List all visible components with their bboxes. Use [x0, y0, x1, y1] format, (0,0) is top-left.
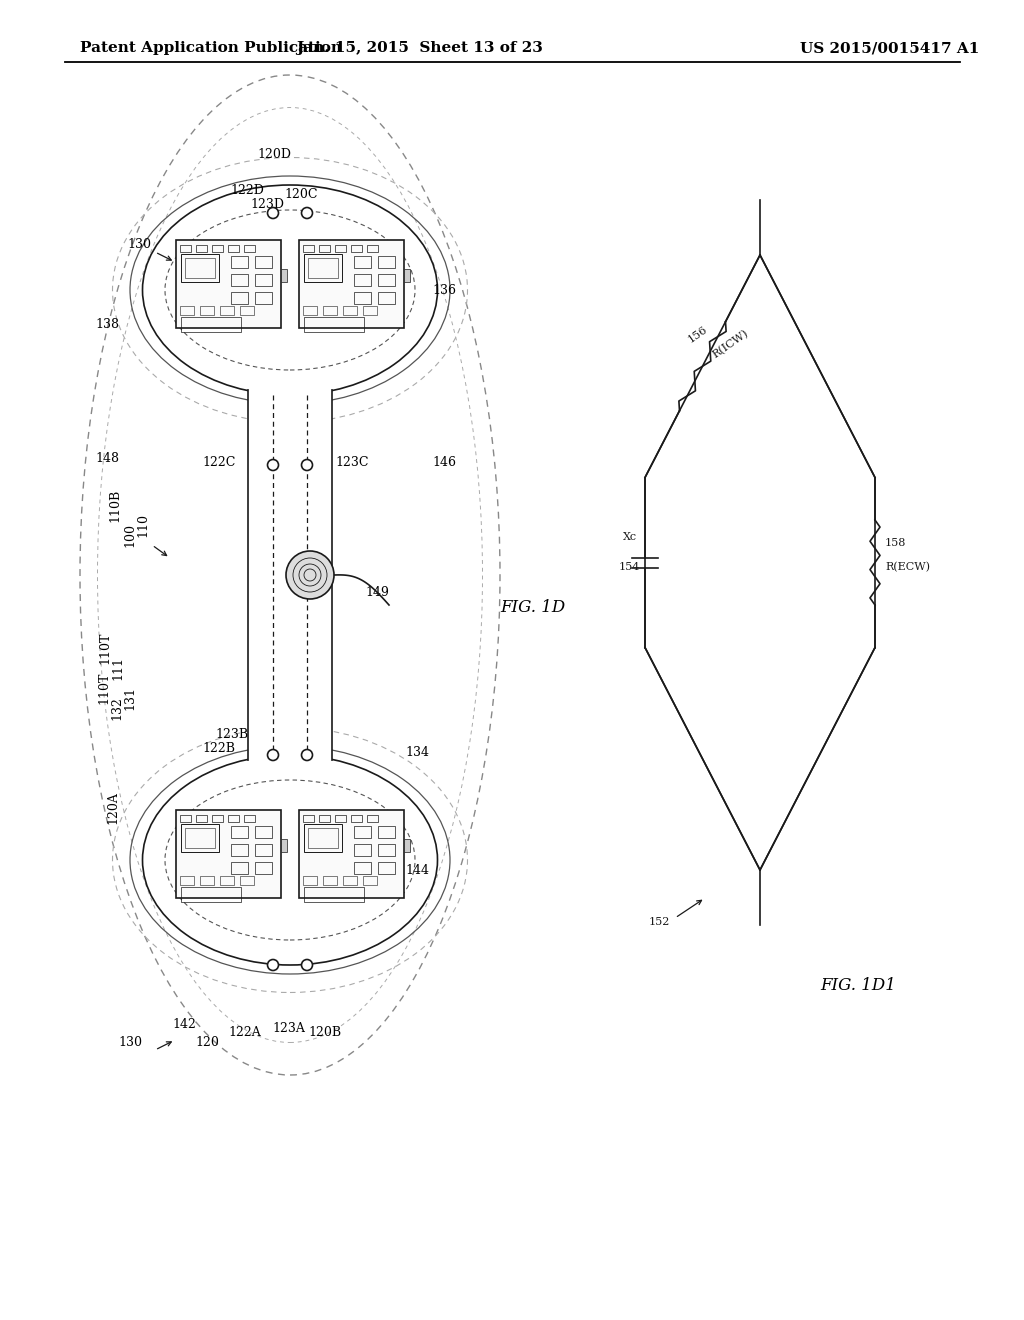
FancyBboxPatch shape: [299, 810, 404, 898]
Circle shape: [301, 960, 312, 970]
Text: 120A: 120A: [106, 792, 120, 825]
Text: 123D: 123D: [250, 198, 284, 211]
Text: 149: 149: [365, 586, 389, 598]
FancyBboxPatch shape: [176, 240, 281, 327]
Text: 110T: 110T: [98, 632, 112, 664]
Circle shape: [301, 459, 312, 470]
Text: FIG. 1D: FIG. 1D: [500, 599, 565, 616]
Text: Patent Application Publication: Patent Application Publication: [80, 41, 342, 55]
Text: US 2015/0015417 A1: US 2015/0015417 A1: [801, 41, 980, 55]
Text: 144: 144: [406, 863, 429, 876]
Circle shape: [301, 207, 312, 219]
Text: 122D: 122D: [230, 183, 264, 197]
Text: 100: 100: [124, 523, 136, 546]
Text: 138: 138: [95, 318, 119, 331]
Text: 110T: 110T: [97, 672, 111, 704]
Text: 154: 154: [618, 562, 640, 573]
Text: Jan. 15, 2015  Sheet 13 of 23: Jan. 15, 2015 Sheet 13 of 23: [297, 41, 544, 55]
Ellipse shape: [142, 755, 437, 965]
Text: 120D: 120D: [257, 149, 291, 161]
Ellipse shape: [142, 185, 437, 395]
Text: 131: 131: [124, 686, 136, 710]
Text: 123C: 123C: [335, 455, 369, 469]
FancyBboxPatch shape: [404, 840, 410, 851]
Text: 146: 146: [432, 457, 456, 470]
Text: 110: 110: [136, 513, 150, 537]
Text: 123A: 123A: [272, 1022, 305, 1035]
Text: FIG. 1D1: FIG. 1D1: [820, 977, 896, 994]
Text: 132: 132: [111, 696, 124, 719]
Text: 120C: 120C: [284, 189, 317, 202]
Text: 136: 136: [432, 284, 456, 297]
Text: 142: 142: [172, 1019, 196, 1031]
FancyBboxPatch shape: [281, 840, 287, 851]
Circle shape: [267, 960, 279, 970]
Circle shape: [301, 750, 312, 760]
FancyBboxPatch shape: [281, 269, 287, 282]
Text: 110B: 110B: [109, 488, 122, 521]
Text: 156: 156: [686, 323, 710, 345]
Text: R(ICW): R(ICW): [711, 329, 751, 360]
Text: Xc: Xc: [623, 532, 637, 543]
Text: 148: 148: [95, 451, 119, 465]
FancyBboxPatch shape: [176, 810, 281, 898]
Circle shape: [267, 207, 279, 219]
Text: 122B: 122B: [202, 742, 234, 755]
Text: 122C: 122C: [202, 455, 236, 469]
Text: 120: 120: [195, 1035, 219, 1048]
Circle shape: [286, 550, 334, 599]
Circle shape: [267, 459, 279, 470]
Text: 123B: 123B: [215, 729, 248, 742]
Text: 134: 134: [406, 746, 429, 759]
Text: 158: 158: [885, 537, 906, 548]
Text: 111: 111: [112, 656, 125, 680]
Text: 130: 130: [118, 1035, 142, 1048]
Text: 152: 152: [648, 917, 670, 927]
FancyBboxPatch shape: [299, 240, 404, 327]
FancyBboxPatch shape: [404, 269, 410, 282]
Circle shape: [267, 750, 279, 760]
Text: 122A: 122A: [228, 1026, 261, 1039]
Text: 120B: 120B: [308, 1026, 341, 1039]
FancyBboxPatch shape: [248, 389, 332, 760]
Text: R(ECW): R(ECW): [885, 562, 930, 573]
Text: 130: 130: [127, 239, 151, 252]
